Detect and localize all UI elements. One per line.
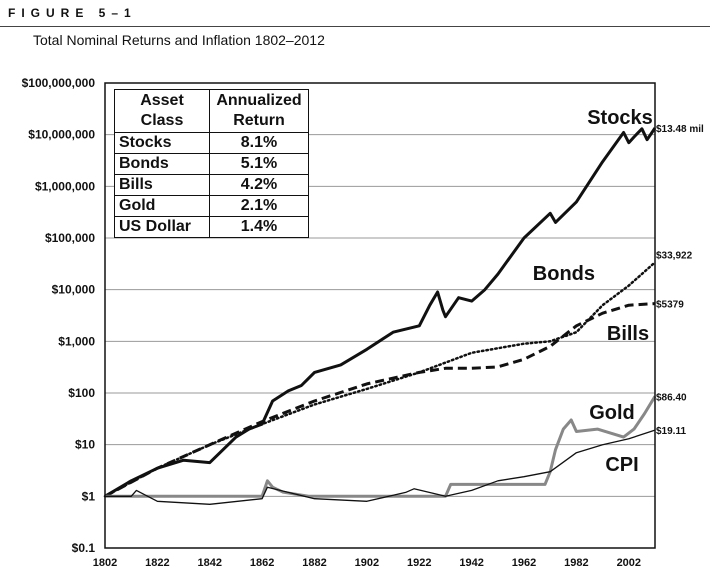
x-tick-label: 1942 xyxy=(459,557,483,569)
y-tick-label: $10 xyxy=(75,438,95,452)
series-name-stocks: Stocks xyxy=(587,107,653,129)
series-end-value-bills: $5379 xyxy=(656,300,684,311)
legend-row: US Dollar 1.4% xyxy=(114,216,309,238)
series-lines xyxy=(103,127,657,505)
x-tick-label: 1922 xyxy=(407,557,431,569)
series-labels: Stocks$13.48 mil Bonds $33,922 Bills $5379 Go… xyxy=(533,107,704,476)
plot-frame xyxy=(104,82,656,549)
legend-return: 2.1% xyxy=(209,195,309,217)
x-tick-label: 1902 xyxy=(355,557,379,569)
legend-asset: Stocks xyxy=(114,132,210,154)
legend-row: Stocks 8.1% xyxy=(114,132,309,154)
legend-header-asset: Asset Class xyxy=(114,89,210,133)
x-tick-label: 1862 xyxy=(250,557,274,569)
x-tick-label: 1962 xyxy=(512,557,536,569)
series-name-cpi: CPI xyxy=(605,454,638,476)
y-tick-label: $0.1 xyxy=(72,541,96,555)
legend-row: Bills 4.2% xyxy=(114,174,309,196)
y-tick-label: $100 xyxy=(68,386,95,400)
legend-header-return: Annualized Return xyxy=(209,89,309,133)
y-tick-label: $1 xyxy=(82,489,96,503)
legend-row: Bonds 5.1% xyxy=(114,153,309,175)
series-end-value-bonds: $33,922 xyxy=(656,250,693,261)
x-tick-label: 1882 xyxy=(302,557,326,569)
x-tick-label: 2002 xyxy=(617,557,641,569)
legend-return: 8.1% xyxy=(209,132,309,154)
series-end-value-gold: $86.40 xyxy=(656,392,687,403)
legend-table: Asset Class Annualized Return Stocks 8.1… xyxy=(114,89,309,238)
legend-asset: US Dollar xyxy=(114,216,210,238)
series-end-value-stocks: $13.48 mil xyxy=(656,124,704,135)
legend-return: 1.4% xyxy=(209,216,309,238)
series-line-bills xyxy=(104,302,656,498)
x-tick-label: 1822 xyxy=(145,557,169,569)
y-tick-label: $10,000 xyxy=(52,283,96,297)
legend-return: 4.2% xyxy=(209,174,309,196)
x-tick-label: 1842 xyxy=(198,557,222,569)
y-tick-label: $100,000,000 xyxy=(22,76,96,90)
y-tick-label: $100,000 xyxy=(45,231,95,245)
y-tick-label: $10,000,000 xyxy=(28,128,95,142)
figure-label: FIGURE 5–1 xyxy=(8,6,137,20)
series-line-cpi xyxy=(105,429,656,505)
x-tick-label: 1802 xyxy=(93,557,117,569)
x-axis-ticks: 1802 1822 1842 1862 1882 1902 1922 1942 1962 1982… xyxy=(93,557,641,569)
x-tick-label: 1982 xyxy=(564,557,588,569)
figure-title: Total Nominal Returns and Inflation 1802… xyxy=(33,32,325,48)
series-end-value-cpi: $19.11 xyxy=(656,426,686,437)
series-name-gold: Gold xyxy=(589,402,635,424)
series-name-bonds: Bonds xyxy=(533,263,595,285)
y-axis-ticks: $0.1 $1 $10 $100 $1,000 $10,000 $100,000 $1,000… xyxy=(22,76,96,555)
series-line-gold xyxy=(105,395,657,498)
legend-asset: Bills xyxy=(114,174,210,196)
y-tick-label: $1,000,000 xyxy=(35,179,95,193)
legend-row: Gold 2.1% xyxy=(114,195,309,217)
series-name-bills: Bills xyxy=(607,323,649,345)
legend-asset: Bonds xyxy=(114,153,210,175)
legend-asset: Gold xyxy=(114,195,210,217)
title-rule xyxy=(0,26,710,27)
legend-return: 5.1% xyxy=(209,153,309,175)
y-tick-label: $1,000 xyxy=(58,334,95,348)
